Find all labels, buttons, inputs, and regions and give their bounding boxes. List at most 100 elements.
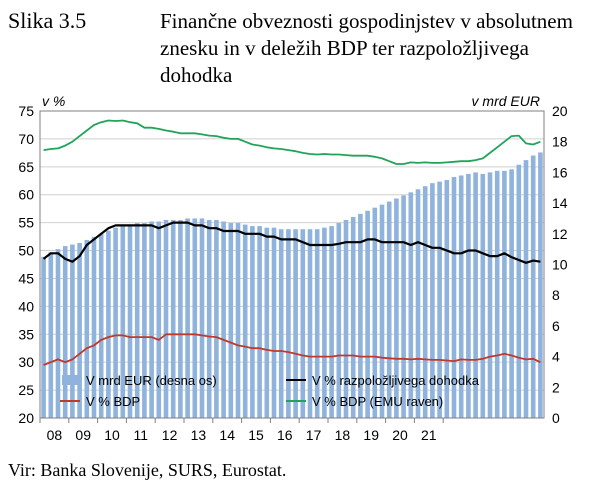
x-tick-label: 10 xyxy=(104,427,120,443)
source-note: Vir: Banka Slovenije, SURS, Eurostat. xyxy=(8,460,287,480)
legend: V mrd EUR (desna os) V % razpoložljivega … xyxy=(60,373,480,409)
right-tick-label: 6 xyxy=(552,318,560,334)
bar xyxy=(329,226,334,418)
bar xyxy=(206,219,212,418)
bar-series xyxy=(41,152,543,418)
bar xyxy=(106,230,111,418)
bar xyxy=(350,216,356,418)
bar xyxy=(430,183,435,418)
bar xyxy=(314,229,320,418)
right-axis-label: v mrd EUR xyxy=(472,93,540,109)
bar xyxy=(365,210,370,418)
x-tick-label: 12 xyxy=(162,427,178,443)
figure-label: Slika 3.5 xyxy=(8,8,87,33)
bar xyxy=(480,173,486,418)
bar xyxy=(538,152,543,418)
left-tick-label: 50 xyxy=(18,243,34,259)
bar xyxy=(192,218,198,418)
bar xyxy=(444,180,450,418)
bar xyxy=(257,226,262,418)
left-tick-label: 55 xyxy=(18,215,34,231)
bar xyxy=(55,249,61,418)
bar xyxy=(530,155,536,418)
bar xyxy=(278,229,284,418)
left-tick-label: 20 xyxy=(18,410,34,426)
bar xyxy=(271,227,277,418)
bar xyxy=(70,244,75,418)
bar xyxy=(264,227,270,418)
bar xyxy=(386,201,392,418)
bar xyxy=(41,256,46,418)
bar xyxy=(300,229,306,418)
right-tick-label: 4 xyxy=(552,349,560,365)
bar xyxy=(62,246,68,418)
bar xyxy=(221,221,226,418)
red-line xyxy=(43,333,541,366)
plot-frame xyxy=(39,110,545,419)
bar xyxy=(77,243,82,418)
right-tick-label: 10 xyxy=(552,257,568,273)
bar xyxy=(466,173,471,418)
bar xyxy=(293,229,298,418)
x-tick-label: 17 xyxy=(306,427,322,443)
right-tick-label: 20 xyxy=(552,103,568,119)
bar xyxy=(250,226,255,418)
bar xyxy=(84,239,90,418)
bar xyxy=(228,223,234,418)
bar xyxy=(401,195,406,418)
legend-label: V % BDP xyxy=(86,394,140,409)
right-tick-label: 0 xyxy=(552,410,560,426)
bar xyxy=(120,226,126,418)
x-tick-label: 13 xyxy=(191,427,207,443)
left-tick-label: 60 xyxy=(18,187,34,203)
bar xyxy=(358,213,363,418)
left-tick-label: 75 xyxy=(18,103,34,119)
bar xyxy=(113,227,118,418)
bar xyxy=(170,219,176,418)
x-tick-label: 16 xyxy=(277,427,293,443)
bar xyxy=(379,204,385,418)
bar xyxy=(415,189,421,418)
bar xyxy=(48,252,54,418)
left-tick-label: 70 xyxy=(18,131,34,147)
bar xyxy=(516,164,522,418)
bar xyxy=(394,198,399,418)
legend-label: V mrd EUR (desna os) xyxy=(86,373,217,388)
bar xyxy=(235,223,241,418)
left-tick-label: 45 xyxy=(18,270,34,286)
line-series xyxy=(42,119,541,366)
bar xyxy=(199,218,205,418)
black-line xyxy=(42,221,541,264)
bar xyxy=(509,169,514,418)
bar xyxy=(422,186,428,418)
bar xyxy=(134,223,140,418)
left-axis-label: v % xyxy=(42,93,65,109)
bar xyxy=(437,181,442,418)
bar xyxy=(343,219,349,418)
bar xyxy=(372,207,378,418)
legend-swatch-bars xyxy=(62,375,78,385)
bar xyxy=(408,192,414,418)
green-line xyxy=(43,119,541,165)
bar xyxy=(163,219,169,418)
bar xyxy=(178,219,183,418)
x-tick-label: 08 xyxy=(47,427,63,443)
legend-label: V % razpoložljivega dohodka xyxy=(312,373,480,388)
bar xyxy=(127,224,133,418)
bar xyxy=(473,172,478,418)
x-tick-label: 18 xyxy=(335,427,351,443)
bar xyxy=(307,229,313,418)
left-tick-label: 40 xyxy=(18,298,34,314)
bar xyxy=(322,227,327,418)
bar xyxy=(214,219,219,418)
bar xyxy=(336,223,342,418)
bar xyxy=(286,229,291,418)
x-tick-label: 11 xyxy=(134,427,149,443)
x-tick-label: 14 xyxy=(219,427,235,443)
bar xyxy=(91,236,97,418)
x-tick-label: 19 xyxy=(363,427,379,443)
bar xyxy=(458,175,464,418)
left-tick-label: 35 xyxy=(18,326,34,342)
bar xyxy=(494,170,500,418)
x-tick-label: 09 xyxy=(75,427,91,443)
